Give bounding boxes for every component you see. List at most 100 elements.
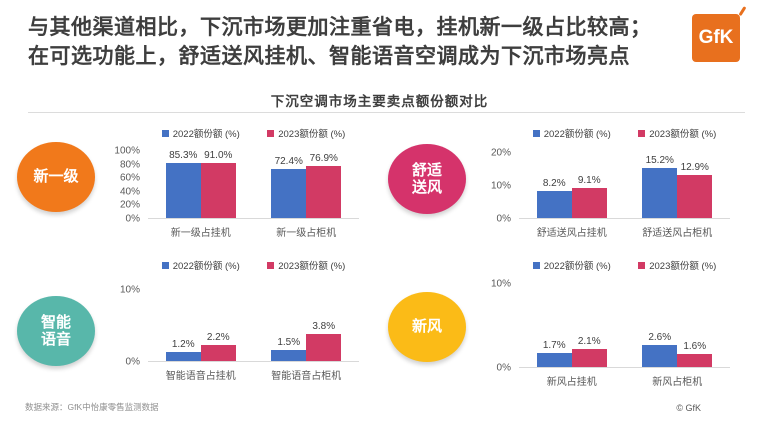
bar-2023 <box>677 175 713 218</box>
plot-area: 85.3% 91.0% 72.4% 76.9% <box>148 150 359 219</box>
bar-2022 <box>536 190 572 218</box>
y-axis: 10% 0% <box>475 279 519 374</box>
badge-column: 新一级 <box>8 118 104 252</box>
chart: 2022额份额 (%) 2023额份额 (%) 20% 10% 0% 8.2% 9.1% 15… <box>475 118 750 252</box>
category-slot: 15.2% 12.9% <box>625 152 731 218</box>
bar-value-label: 12.9% <box>680 162 709 174</box>
legend: 2022额份额 (%) 2023额份额 (%) <box>148 126 359 140</box>
gfk-logo: GfK <box>692 6 746 62</box>
legend-label: 2023额份额 (%) <box>278 261 346 272</box>
legend: 2022额份额 (%) 2023额份额 (%) <box>519 126 730 140</box>
bar-2022 <box>271 168 307 218</box>
chart-group-4: 新风 2022额份额 (%) 2023额份额 (%) 10% 0% 1.7% 2.1% 2.6… <box>379 252 750 404</box>
bar-value-label: 91.0% <box>204 150 233 161</box>
category-slot: 1.5% 3.8% <box>254 289 360 361</box>
legend-item-2022: 2022额份额 (%) <box>519 258 625 272</box>
legend-item-2023: 2023额份额 (%) <box>254 126 360 140</box>
y-axis: 20% 10% 0% <box>475 148 519 225</box>
feature-badge: 智能 语音 <box>17 296 95 366</box>
category-slot: 2.6% 1.6% <box>625 283 731 367</box>
bar-pair: 85.3% 91.0% <box>165 150 236 218</box>
feature-badge-label-line2: 语音 <box>40 331 71 348</box>
bar-pair: 2.6% 1.6% <box>642 283 713 367</box>
legend-swatch-2022 <box>532 261 540 269</box>
y-axis: 10% 0% <box>104 285 148 368</box>
bar-column-2022: 2.6% <box>642 283 678 367</box>
bar-column-2023: 9.1% <box>571 152 607 218</box>
feature-badge-label-line1: 新风 <box>411 318 442 336</box>
y-tick-label: 0% <box>496 362 511 374</box>
chart: 2022额份额 (%) 2023额份额 (%) 10% 0% 1.7% 2.1% 2.6% 1… <box>475 252 750 404</box>
y-tick-label: 20% <box>119 199 140 211</box>
legend-swatch-2022 <box>161 261 169 269</box>
legend: 2022额份额 (%) 2023额份额 (%) <box>148 258 359 272</box>
y-tick-label: 10% <box>119 284 140 296</box>
category-labels: 新一级占挂机 新一级占柜机 <box>148 224 359 239</box>
bar-column-2022: 8.2% <box>536 152 572 218</box>
plot-zone: 20% 10% 0% 8.2% 9.1% 15.2% 12.9% <box>475 140 730 225</box>
plot-zone: 10% 0% 1.7% 2.1% 2.6% 1.6% <box>475 272 731 374</box>
bar-2022 <box>642 167 678 218</box>
y-tick-label: 10% <box>490 180 511 192</box>
bar-2023 <box>571 349 607 367</box>
bar-column-2023: 76.9% <box>306 150 342 218</box>
feature-badge: 舒适 送风 <box>388 144 466 214</box>
bar-column-2022: 1.7% <box>536 283 572 367</box>
bar-pair: 8.2% 9.1% <box>536 152 607 218</box>
legend-swatch-2022 <box>161 129 169 137</box>
legend-label: 2022额份额 (%) <box>172 129 240 140</box>
chart-group-2: 舒适 送风 2022额份额 (%) 2023额份额 (%) 20% 10% 0% 8.2% 9.… <box>379 118 750 252</box>
badge-column: 新风 <box>379 252 475 404</box>
bar-value-label: 9.1% <box>577 174 601 186</box>
y-tick-label: 40% <box>119 186 140 198</box>
category-labels: 智能语音占挂机 智能语音占柜机 <box>148 367 359 382</box>
legend-swatch-2023 <box>638 129 646 137</box>
bar-2022 <box>165 352 201 361</box>
category-label: 智能语音占挂机 <box>165 371 236 382</box>
bar-value-label: 1.6% <box>683 340 707 352</box>
y-tick-label: 100% <box>114 145 140 157</box>
bar-2022 <box>271 350 307 361</box>
y-axis: 100% 80% 60% 40% 20% 0% <box>104 146 148 225</box>
chart: 2022额份额 (%) 2023额份额 (%) 10% 0% 1.2% 2.2% 1.5% 3… <box>104 252 379 404</box>
y-tick-label: 0% <box>125 356 140 368</box>
legend-swatch-2022 <box>532 129 540 137</box>
bar-2023 <box>200 345 236 361</box>
page-title-line2: 在可选功能上，舒适送风挂机、智能语音空调成为下沉市场亮点 <box>28 45 630 68</box>
bar-pair: 1.2% 2.2% <box>165 289 236 361</box>
plot-area: 8.2% 9.1% 15.2% 12.9% <box>519 152 730 219</box>
category-label: 舒适送风占柜机 <box>642 228 713 239</box>
category-slot: 85.3% 91.0% <box>148 150 254 218</box>
category-slot: 8.2% 9.1% <box>519 152 625 218</box>
y-tick-label: 10% <box>490 278 511 290</box>
bar-column-2022: 15.2% <box>642 152 678 218</box>
data-source-note: 数据来源：GfK中怡康零售监测数据 <box>25 402 159 412</box>
bar-column-2023: 91.0% <box>200 150 236 218</box>
legend-label: 2022额份额 (%) <box>543 261 611 272</box>
legend: 2022额份额 (%) 2023额份额 (%) <box>519 258 730 272</box>
legend-item-2022: 2022额份额 (%) <box>519 126 625 140</box>
plot-zone: 100% 80% 60% 40% 20% 0% 85.3% 91.0% 72.4% 76.9% <box>104 140 359 225</box>
legend-label: 2022额份额 (%) <box>543 129 611 140</box>
y-tick-label: 60% <box>119 172 140 184</box>
bar-column-2022: 1.5% <box>271 289 307 361</box>
category-label: 新风占挂机 <box>546 377 597 388</box>
bar-column-2022: 72.4% <box>271 150 307 218</box>
feature-badge: 新一级 <box>17 142 95 212</box>
charts-grid: 新一级 2022额份额 (%) 2023额份额 (%) 100% 80% 60% 40% 20… <box>8 118 750 404</box>
legend-item-2022: 2022额份额 (%) <box>148 126 254 140</box>
bar-column-2023: 1.6% <box>677 283 713 367</box>
bar-value-label: 1.5% <box>277 337 301 349</box>
bar-value-label: 72.4% <box>274 155 303 167</box>
legend-label: 2022额份额 (%) <box>172 261 240 272</box>
legend-item-2022: 2022额份额 (%) <box>148 258 254 272</box>
bar-column-2023: 3.8% <box>306 289 342 361</box>
legend-swatch-2023 <box>267 129 275 137</box>
bar-2023 <box>200 163 236 218</box>
category-slot: 1.2% 2.2% <box>148 289 254 361</box>
category-label: 智能语音占柜机 <box>271 371 342 382</box>
bar-2023 <box>677 353 713 367</box>
bar-2022 <box>165 163 201 218</box>
page-title-line1: 与其他渠道相比，下沉市场更加注重省电，挂机新一级占比较高； <box>28 16 652 39</box>
y-tick-label: 20% <box>490 147 511 159</box>
